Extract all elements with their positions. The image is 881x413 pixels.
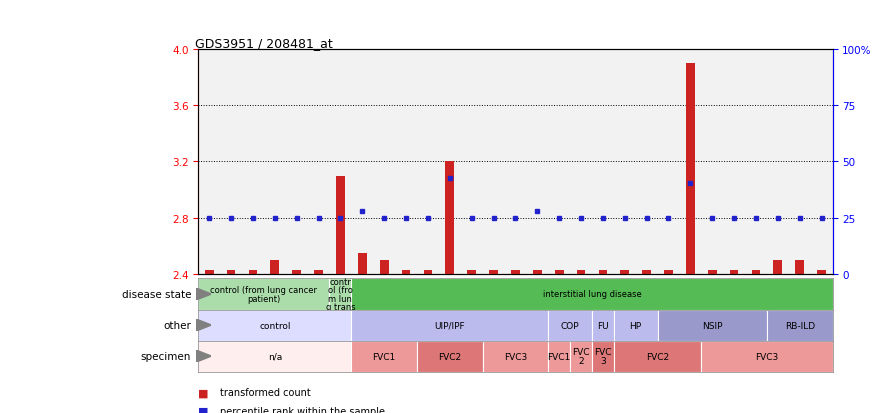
Text: NSIP: NSIP [702,321,722,330]
Bar [592,341,614,372]
Bar [548,310,592,341]
Bar [329,279,352,310]
Text: interstitial lung disease: interstitial lung disease [543,290,641,299]
Bar [511,271,520,275]
Bar [417,341,483,372]
Bar [380,261,389,275]
Text: FVC2: FVC2 [646,352,670,361]
Bar [751,271,760,275]
Bar [270,261,279,275]
Bar [336,176,344,275]
Bar [198,310,352,341]
Text: other: other [163,320,191,330]
Bar [729,271,738,275]
Bar [614,310,657,341]
Bar [358,254,366,275]
Text: FVC
3: FVC 3 [594,348,611,365]
Bar [198,279,329,310]
Text: specimen: specimen [141,351,191,361]
Bar [707,271,716,275]
Bar [686,64,695,275]
Bar [642,271,651,275]
Bar [483,341,548,372]
Bar [818,271,826,275]
Bar [204,271,213,275]
Bar [555,271,564,275]
Polygon shape [196,350,211,363]
Bar [533,271,542,275]
Bar [352,310,548,341]
Text: control (from lung cancer
patient): control (from lung cancer patient) [211,286,317,303]
Text: FVC1: FVC1 [547,352,571,361]
Text: FVC1: FVC1 [373,352,396,361]
Text: FVC3: FVC3 [504,352,527,361]
Bar [446,162,454,275]
Text: ■: ■ [198,387,209,397]
Bar [664,271,673,275]
Bar [657,310,767,341]
Text: RB-ILD: RB-ILD [785,321,815,330]
Bar [352,341,417,372]
Bar [620,271,629,275]
Text: UIP/IPF: UIP/IPF [434,321,465,330]
Bar [226,271,235,275]
Text: FVC3: FVC3 [755,352,779,361]
Text: FVC
2: FVC 2 [573,348,589,365]
Bar [402,271,411,275]
Text: ■: ■ [198,406,209,413]
Text: percentile rank within the sample: percentile rank within the sample [220,406,385,413]
Bar [424,271,433,275]
Text: control: control [259,321,291,330]
Polygon shape [196,319,211,331]
Text: GDS3951 / 208481_at: GDS3951 / 208481_at [195,37,333,50]
Bar [614,341,701,372]
Bar [796,261,804,275]
Bar [570,341,592,372]
Bar [315,271,323,275]
Bar [701,341,833,372]
Bar [774,261,782,275]
Text: contr
ol (fro
m lun
g trans: contr ol (fro m lun g trans [326,278,355,311]
Bar [489,271,498,275]
Bar [292,271,301,275]
Bar [767,310,833,341]
Bar [352,279,833,310]
Text: transformed count: transformed count [220,387,311,397]
Bar [248,271,257,275]
Text: disease state: disease state [122,289,191,299]
Text: n/a: n/a [268,352,282,361]
Bar [198,341,352,372]
Text: COP: COP [560,321,580,330]
Bar [598,271,607,275]
Bar [467,271,476,275]
Bar [592,310,614,341]
Bar [577,271,585,275]
Text: HP: HP [630,321,641,330]
Bar [548,341,570,372]
Text: FVC2: FVC2 [438,352,462,361]
Polygon shape [196,288,211,301]
Text: FU: FU [597,321,609,330]
